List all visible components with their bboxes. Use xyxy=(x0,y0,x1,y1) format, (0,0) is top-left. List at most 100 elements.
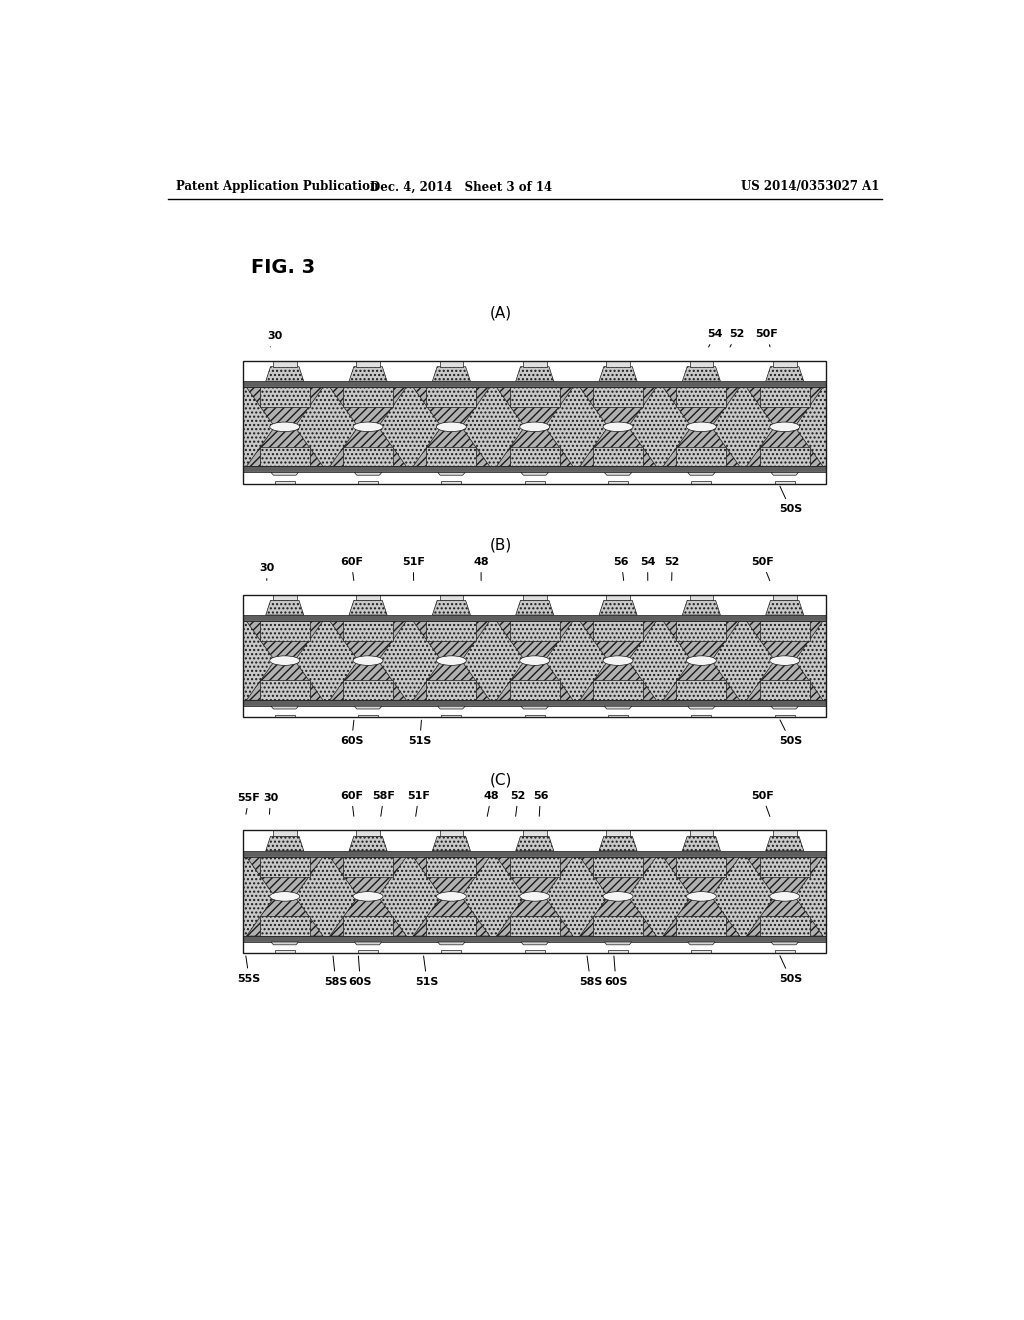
Bar xyxy=(426,620,476,640)
Bar xyxy=(356,830,380,837)
Bar xyxy=(439,594,463,601)
Polygon shape xyxy=(664,896,739,936)
Bar xyxy=(523,830,547,837)
Polygon shape xyxy=(266,837,304,851)
Ellipse shape xyxy=(353,422,383,432)
Bar xyxy=(426,387,476,407)
Bar xyxy=(358,950,378,953)
Bar xyxy=(243,830,826,953)
Text: 50F: 50F xyxy=(751,791,774,817)
Polygon shape xyxy=(266,367,304,381)
Polygon shape xyxy=(521,473,549,475)
Bar xyxy=(677,387,726,407)
Bar xyxy=(606,594,630,601)
Polygon shape xyxy=(771,706,799,709)
Text: 54: 54 xyxy=(708,329,723,347)
Polygon shape xyxy=(247,857,323,896)
Text: 56: 56 xyxy=(613,557,629,581)
Ellipse shape xyxy=(603,656,633,665)
Bar xyxy=(356,594,380,601)
Bar xyxy=(243,936,826,942)
Polygon shape xyxy=(349,837,387,851)
Text: FIG. 3: FIG. 3 xyxy=(251,257,315,277)
Bar xyxy=(243,857,826,936)
Bar xyxy=(510,387,560,407)
Polygon shape xyxy=(746,857,823,896)
Bar xyxy=(343,620,393,640)
Bar xyxy=(260,620,309,640)
Polygon shape xyxy=(604,942,632,945)
Polygon shape xyxy=(330,857,407,896)
Bar xyxy=(274,480,295,483)
Polygon shape xyxy=(437,706,465,709)
Polygon shape xyxy=(580,857,656,896)
Text: 60S: 60S xyxy=(348,956,372,986)
Bar xyxy=(775,714,795,718)
Bar xyxy=(691,480,712,483)
Text: Dec. 4, 2014   Sheet 3 of 14: Dec. 4, 2014 Sheet 3 of 14 xyxy=(371,181,552,193)
Polygon shape xyxy=(766,837,804,851)
Text: (B): (B) xyxy=(489,537,512,552)
Bar xyxy=(243,466,826,473)
Bar xyxy=(760,620,810,640)
Text: 50F: 50F xyxy=(751,557,774,581)
Bar xyxy=(260,680,309,700)
Polygon shape xyxy=(688,706,715,709)
Bar xyxy=(524,480,545,483)
Text: 50S: 50S xyxy=(778,486,802,513)
Polygon shape xyxy=(330,620,407,660)
Bar xyxy=(524,714,545,718)
Text: 58S: 58S xyxy=(579,956,602,986)
Text: 60F: 60F xyxy=(340,791,362,816)
Bar xyxy=(510,446,560,466)
Bar xyxy=(343,680,393,700)
Polygon shape xyxy=(432,601,470,615)
Polygon shape xyxy=(330,387,407,426)
Polygon shape xyxy=(354,473,382,475)
Text: 48: 48 xyxy=(473,557,488,581)
Bar xyxy=(775,480,795,483)
Polygon shape xyxy=(349,601,387,615)
Text: 50F: 50F xyxy=(755,329,777,347)
Bar xyxy=(510,857,560,876)
Polygon shape xyxy=(330,660,407,700)
Bar xyxy=(272,830,297,837)
Text: 51S: 51S xyxy=(416,956,438,986)
Polygon shape xyxy=(664,857,739,896)
Ellipse shape xyxy=(603,422,633,432)
Polygon shape xyxy=(580,426,656,466)
Bar xyxy=(343,857,393,876)
Bar xyxy=(760,387,810,407)
Text: 60S: 60S xyxy=(604,956,628,986)
Text: 48: 48 xyxy=(483,791,499,816)
Bar xyxy=(439,360,463,367)
Polygon shape xyxy=(688,473,715,475)
Ellipse shape xyxy=(686,891,717,902)
Text: 56: 56 xyxy=(532,791,548,816)
Bar xyxy=(439,830,463,837)
Ellipse shape xyxy=(686,656,717,665)
Polygon shape xyxy=(413,857,489,896)
Polygon shape xyxy=(604,706,632,709)
Text: 51F: 51F xyxy=(408,791,430,816)
Bar xyxy=(260,857,309,876)
Bar xyxy=(523,594,547,601)
Polygon shape xyxy=(266,601,304,615)
Bar xyxy=(689,594,714,601)
Ellipse shape xyxy=(436,422,466,432)
Polygon shape xyxy=(437,473,465,475)
Bar xyxy=(593,446,643,466)
Polygon shape xyxy=(664,426,739,466)
Polygon shape xyxy=(497,426,573,466)
Bar xyxy=(677,916,726,936)
Text: 58S: 58S xyxy=(324,956,347,986)
Polygon shape xyxy=(330,426,407,466)
Polygon shape xyxy=(432,367,470,381)
Text: 60S: 60S xyxy=(340,721,364,746)
Polygon shape xyxy=(516,367,554,381)
Polygon shape xyxy=(664,387,739,426)
Bar xyxy=(358,480,378,483)
Polygon shape xyxy=(516,837,554,851)
Bar xyxy=(274,950,295,953)
Polygon shape xyxy=(746,387,823,426)
